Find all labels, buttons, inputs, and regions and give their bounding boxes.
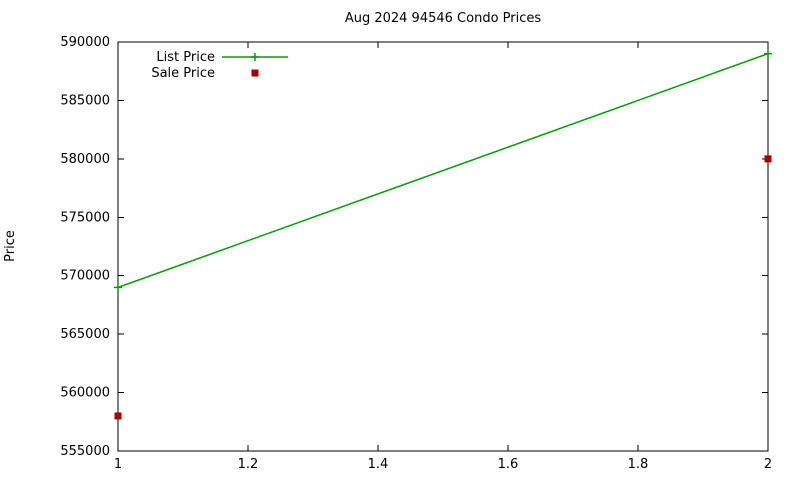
y-tick-label: 570000 <box>60 269 110 284</box>
y-tick-label: 590000 <box>60 35 110 50</box>
y-tick-label: 555000 <box>60 444 110 459</box>
y-tick-label: 565000 <box>60 327 110 342</box>
y-axis-label: Price <box>3 230 18 262</box>
square-marker <box>114 412 122 420</box>
y-tick-label: 580000 <box>60 152 110 167</box>
y-tick-label: 575000 <box>60 210 110 225</box>
y-tick-label: 585000 <box>60 93 110 108</box>
series-list-price <box>114 49 772 292</box>
x-tick-label: 1.4 <box>368 457 389 472</box>
x-tick-label: 1 <box>114 457 122 472</box>
x-tick-label: 1.2 <box>238 457 259 472</box>
series-line <box>117 52 769 289</box>
legend-label: List Price <box>156 50 215 65</box>
plot-area: 1 1.2 1.4 1.6 1.8 2 555000 560000 565000 570000 57… <box>60 35 772 472</box>
x-tick-label: 1.6 <box>498 457 519 472</box>
y-tick-label: 560000 <box>60 386 110 401</box>
series-sale-price <box>114 155 772 420</box>
x-tick-label: 2 <box>764 457 772 472</box>
chart-title: Aug 2024 94546 Condo Prices <box>345 11 542 26</box>
plot-border <box>117 41 769 452</box>
square-marker <box>764 155 772 163</box>
legend-label: Sale Price <box>151 66 215 81</box>
square-marker <box>251 69 259 77</box>
x-tick-label: 1.8 <box>628 457 649 472</box>
